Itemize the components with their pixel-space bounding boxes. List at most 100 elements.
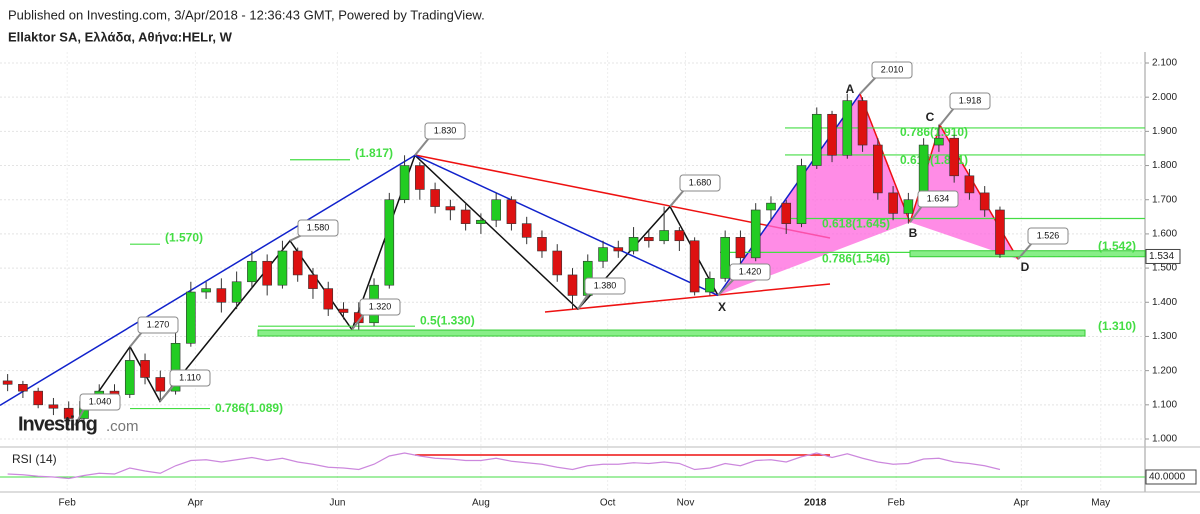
callout-box [169,369,211,387]
candle-body [964,175,975,194]
candle-body [705,278,715,293]
y-tick-label: 1.600 [1152,229,1177,240]
candle-body [995,209,1005,255]
candle-body [613,247,624,252]
callout-pointer [859,76,877,95]
x-tick-label: Aug [472,498,490,509]
candle-body [247,260,257,283]
candle-body [750,209,761,259]
x-tick-label: Feb [888,498,906,509]
candle-body [18,384,28,392]
pattern-point-label: X [718,300,726,314]
x-tick-label: Oct [600,498,616,509]
x-tick-label: Nov [677,498,695,509]
y-tick-label: 1.900 [1152,126,1177,137]
rsi-line [7,452,1001,480]
callout-label: 1.040 [89,396,112,406]
callout-box [871,61,913,79]
callout-box [79,393,121,411]
callout-label: 1.110 [179,372,201,382]
candle-body [216,288,227,303]
plot: 1.040 1.270 1.110 1.580 1.320 1.830 1.380 1.680… [0,61,1197,485]
pattern-point-label: B [909,226,918,240]
candle-body [308,274,318,289]
candle-body [353,312,364,324]
callout-pointer [351,313,365,331]
candle-body [644,237,654,242]
callout-box [1027,227,1069,245]
rsi-title: RSI (14) [12,452,57,466]
candle-body [399,165,410,201]
candle-body [903,199,914,214]
callout-pointer [909,205,923,223]
callout-pointer [577,292,590,310]
candle-body [827,113,837,156]
y-tick-label: 1.300 [1152,331,1177,342]
level-label: 0.786(1.089) [215,401,283,415]
candle-body [460,209,471,224]
rsi-level-box [1145,469,1197,485]
callout-pointer [159,384,175,403]
level-band [257,329,1086,337]
callout-box [584,277,626,295]
callout-pointer [414,137,430,156]
candle-body [567,274,578,296]
candle-body [445,206,456,211]
trend-line [414,154,831,239]
candle-body [934,137,944,146]
candle-body [659,230,669,242]
x-tick-label: 2018 [804,498,827,509]
candle-body [170,342,181,392]
callout-box [424,122,466,140]
candle-body [842,100,853,156]
blue-leg [414,154,719,297]
level-label: 0.786(1.910) [900,125,968,139]
candle-body [796,165,807,224]
candle-body [201,288,211,293]
candle-body [857,100,868,146]
candle-body [277,250,288,286]
candle-body [491,199,501,221]
callout-pointer [717,278,735,297]
candle-body [674,230,685,242]
x-tick-label: May [1091,498,1110,509]
callout-box [949,92,991,110]
candle-body [292,250,303,276]
callout-label: 1.270 [147,319,170,329]
y-tick-label: 1.400 [1152,297,1177,308]
candle-body [949,137,959,177]
level-label: 0.786(1.546) [822,252,890,266]
y-tick-label: 1.100 [1152,399,1177,410]
candle-body [720,237,730,279]
y-tick-label: 1.800 [1152,160,1177,171]
level-label: (1.542) [1098,239,1136,253]
level-label: 0.618(1.645) [822,217,890,231]
rsi-level-label: 40.0000 [1149,472,1186,483]
candle-body [521,223,532,238]
candle-body [811,113,822,166]
callout-label: 2.010 [881,64,904,74]
candle-body [48,404,59,409]
callout-box [679,174,721,192]
callout-label: 1.526 [1037,230,1060,240]
candle-body [63,407,74,419]
last-price-box [1145,248,1181,264]
x-tick-label: Feb [59,498,77,509]
candle-body [537,237,547,252]
candle-body [476,219,486,224]
level-label: (1.310) [1098,319,1136,333]
pattern-point-label: A [846,82,855,96]
symbol-title: Ellaktor SA, Ελλάδα, Αθήνα:HELr, W [8,29,233,44]
candle-body [628,237,639,252]
callout-pointer [74,408,85,426]
candle-body [186,291,196,344]
candle-body [323,288,334,310]
candle-body [155,377,166,392]
candle-body [552,250,563,276]
candle-body [506,199,517,224]
candle-body [979,192,990,211]
y-tick-label: 1.000 [1152,434,1177,445]
logo-suffix: .com [106,418,139,435]
level-label: (1.570) [165,230,203,244]
